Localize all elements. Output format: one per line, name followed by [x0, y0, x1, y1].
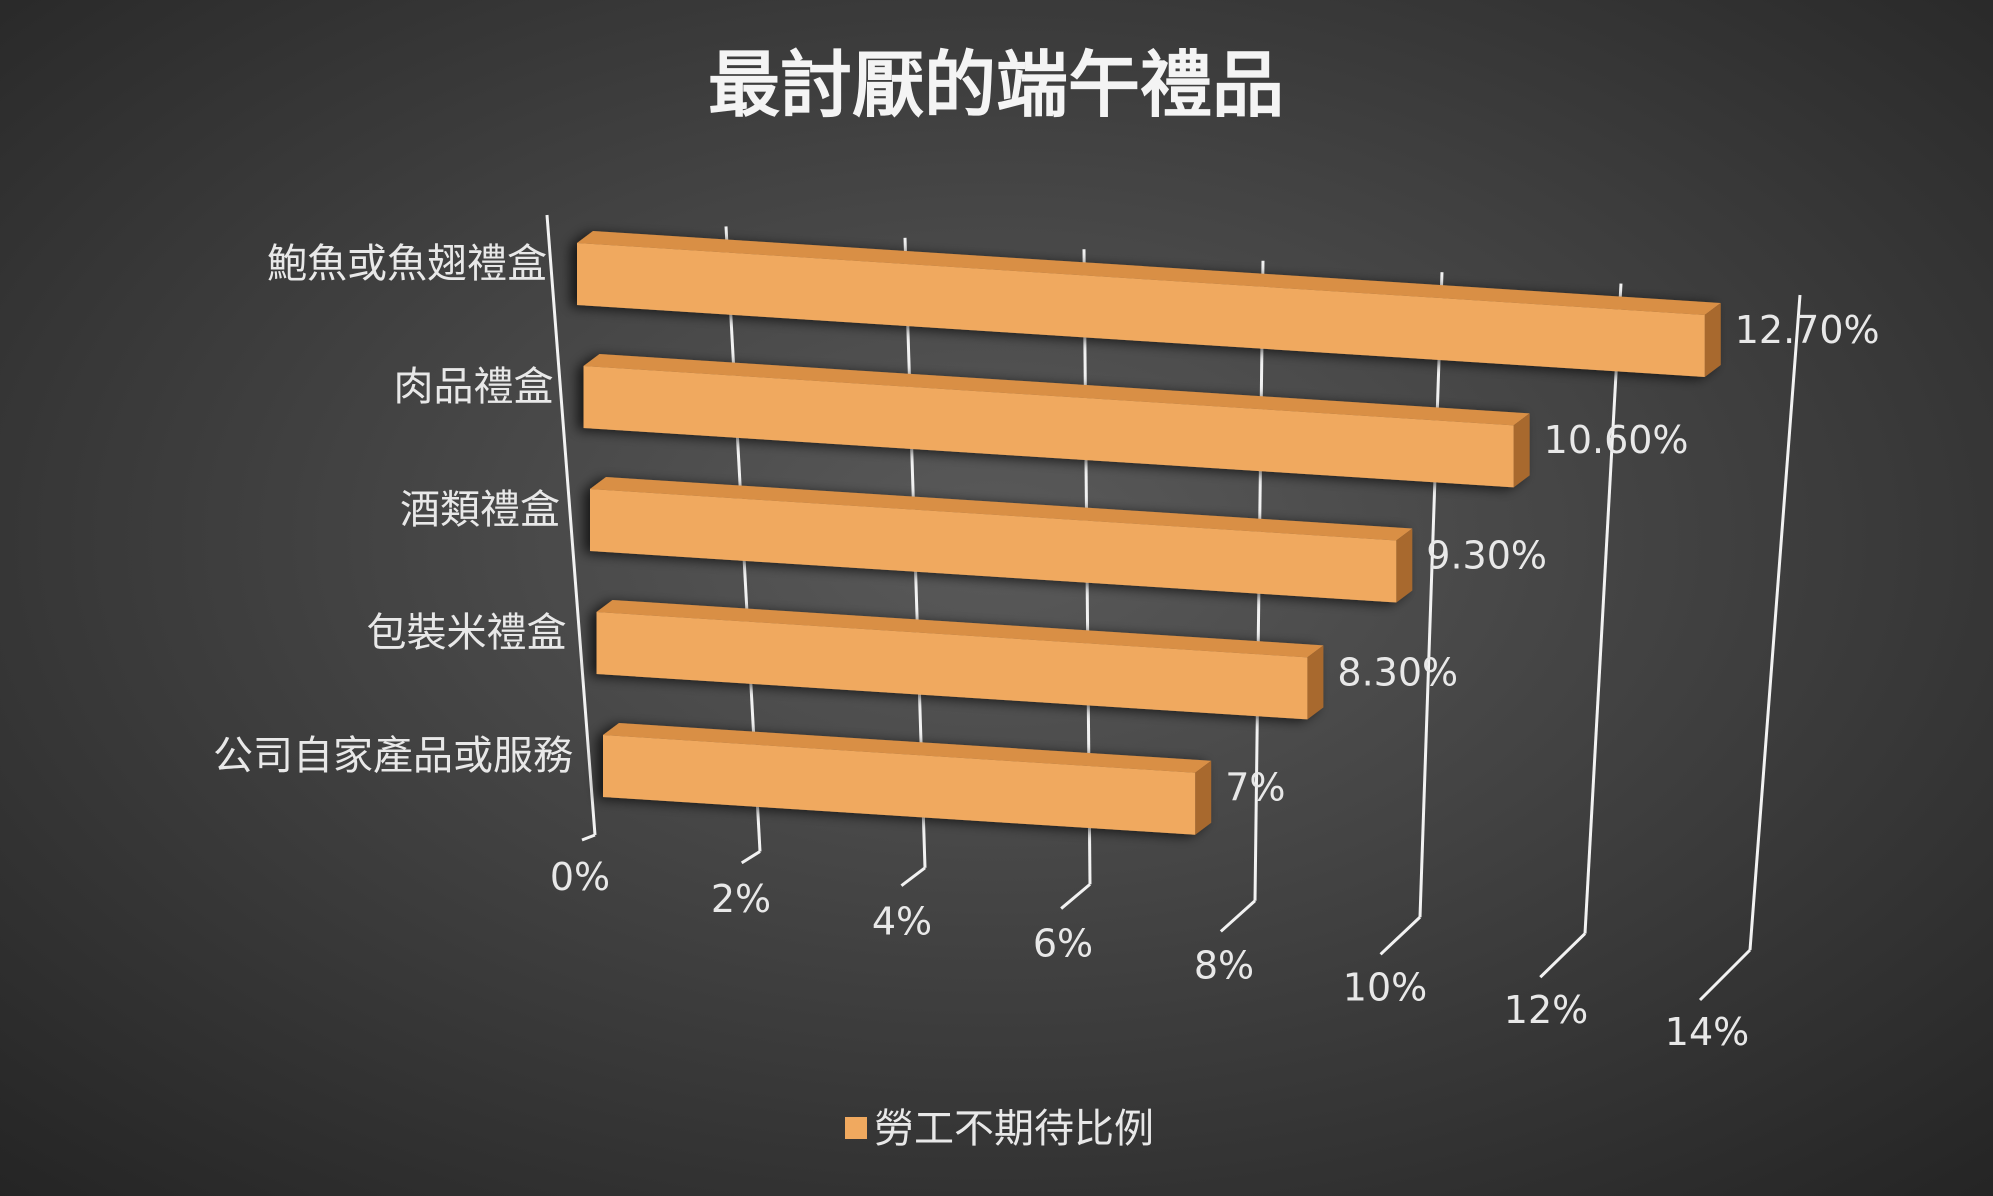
category-label: 包裝米禮盒 [367, 610, 567, 656]
bar-top-face [596, 600, 1324, 658]
bar [603, 735, 1196, 835]
data-label: 10.60% [1544, 418, 1689, 462]
bar [596, 612, 1308, 720]
bar-end-face [1513, 413, 1530, 488]
plot-area: 0% 2% 4% 6% 8% 10% 12% 14% 12.70% 鮑魚或魚翅禮盒 10.60% 肉品… [213, 214, 1880, 1054]
bar-group [596, 600, 1324, 720]
bar [577, 243, 1705, 377]
gridline-vertical [1583, 283, 1623, 934]
gridline-floor [1060, 883, 1091, 910]
legend: 勞工不期待比例 [845, 1106, 1154, 1152]
bar-end-face [1307, 645, 1324, 720]
bar-group [603, 723, 1212, 835]
bar-group [590, 477, 1413, 603]
bar [583, 366, 1514, 488]
gridline-floor [1539, 932, 1587, 979]
data-label: 9.30% [1426, 533, 1547, 577]
bar-top-face [577, 231, 1721, 315]
x-tick-label: 2% [711, 877, 771, 921]
x-tick-label: 6% [1033, 921, 1093, 965]
x-tick-label: 0% [550, 855, 610, 899]
gridline-vertical [545, 214, 597, 836]
category-label: 鮑魚或魚翅禮盒 [267, 241, 547, 287]
bar-top-face [603, 723, 1212, 773]
chart-title: 最討厭的端午禮品 [708, 43, 1284, 127]
gridline-vertical [1748, 294, 1802, 951]
x-tick-label: 10% [1343, 966, 1427, 1010]
bar [590, 489, 1397, 603]
gridline-floor [900, 866, 926, 887]
bar-group [577, 231, 1721, 377]
data-label: 12.70% [1735, 308, 1880, 352]
bar-end-face [1195, 760, 1212, 835]
gridline-vertical [1418, 272, 1444, 918]
gridline-floor [1698, 948, 1752, 1002]
gridline-floor [581, 833, 596, 842]
x-tick-label: 4% [872, 899, 932, 943]
bar-end-face [1704, 302, 1721, 377]
legend-swatch [845, 1117, 867, 1139]
bar-top-face [590, 477, 1413, 541]
data-label: 7% [1225, 766, 1285, 810]
category-label: 肉品禮盒 [394, 364, 554, 410]
category-label: 公司自家產品或服務 [213, 733, 573, 779]
bar-top-face [583, 354, 1530, 426]
legend-label: 勞工不期待比例 [874, 1106, 1154, 1152]
data-label: 8.30% [1337, 650, 1458, 694]
gridline-floor [1219, 899, 1257, 933]
gridline-floor [1379, 916, 1422, 956]
bar-end-face [1396, 528, 1413, 603]
bar-group [583, 354, 1530, 488]
x-tick-label: 14% [1665, 1010, 1749, 1054]
gridline-floor [740, 850, 761, 865]
category-label: 酒類禮盒 [400, 487, 560, 533]
x-tick-label: 12% [1504, 988, 1588, 1032]
x-tick-label: 8% [1194, 944, 1254, 988]
